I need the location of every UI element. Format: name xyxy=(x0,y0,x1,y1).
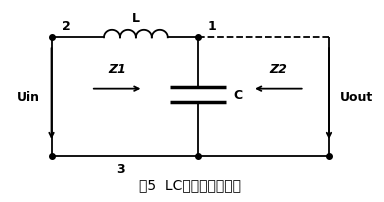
Text: 1: 1 xyxy=(207,20,216,33)
Text: C: C xyxy=(233,89,243,102)
Text: Z2: Z2 xyxy=(270,63,287,76)
Text: Z1: Z1 xyxy=(108,63,126,76)
Text: 2: 2 xyxy=(62,20,71,33)
Text: 图5  LC低通滤波器结构: 图5 LC低通滤波器结构 xyxy=(139,177,241,191)
Text: Uin: Uin xyxy=(17,91,40,104)
Text: L: L xyxy=(132,12,140,25)
Text: Uout: Uout xyxy=(340,91,374,104)
Text: 3: 3 xyxy=(117,162,125,175)
